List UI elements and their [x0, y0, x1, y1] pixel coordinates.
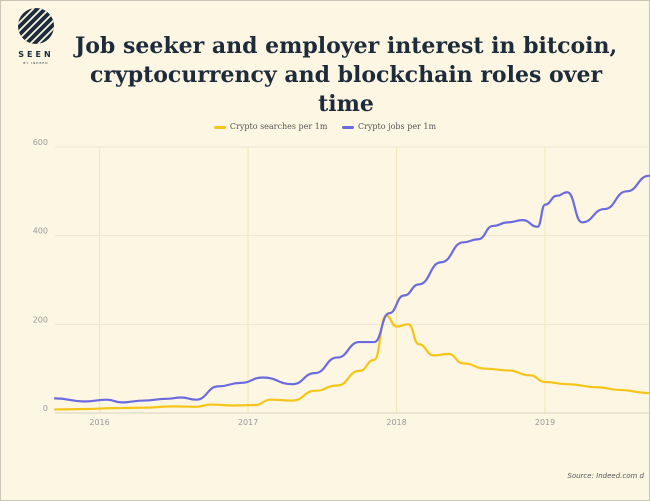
source-note: Source: Indeed.com d — [567, 472, 644, 480]
chart-title-line1: Job seeker and employer interest in bitc… — [74, 33, 618, 59]
x-tick-label: 2019 — [535, 418, 555, 427]
legend-swatch-searches — [213, 125, 226, 129]
x-tick-label: 2017 — [238, 418, 258, 427]
y-tick-label: 0 — [43, 404, 48, 413]
series-line-crypto-jobs — [53, 174, 650, 404]
chart-title: Job seeker and employer interest in bitc… — [66, 32, 626, 119]
x-tick-label: 2016 — [89, 418, 109, 427]
x-tick-label: 2018 — [386, 418, 406, 427]
logo-mark-icon — [18, 8, 54, 44]
legend-item-jobs[interactable]: Crypto jobs per 1m — [341, 122, 437, 131]
series-line-crypto-searches — [53, 314, 650, 411]
chart-legend: Crypto searches per 1m Crypto jobs per 1… — [0, 122, 650, 131]
y-tick-label: 400 — [33, 227, 48, 236]
chart-title-line2: cryptocurrency and blockchain roles over… — [89, 62, 603, 117]
legend-label-jobs: Crypto jobs per 1m — [357, 122, 437, 131]
brand-name: SEEN — [18, 50, 54, 59]
legend-item-searches[interactable]: Crypto searches per 1m — [213, 122, 328, 131]
y-tick-label: 200 — [33, 315, 48, 324]
y-tick-label: 600 — [33, 138, 48, 147]
legend-swatch-jobs — [341, 125, 354, 129]
line-chart: 0 200 400 600 2016 2017 2018 2019 — [33, 138, 650, 427]
seen-logo: SEEN BY INDEED — [14, 6, 58, 66]
brand-sub: BY INDEED — [23, 61, 49, 65]
legend-label-searches: Crypto searches per 1m — [229, 122, 328, 131]
